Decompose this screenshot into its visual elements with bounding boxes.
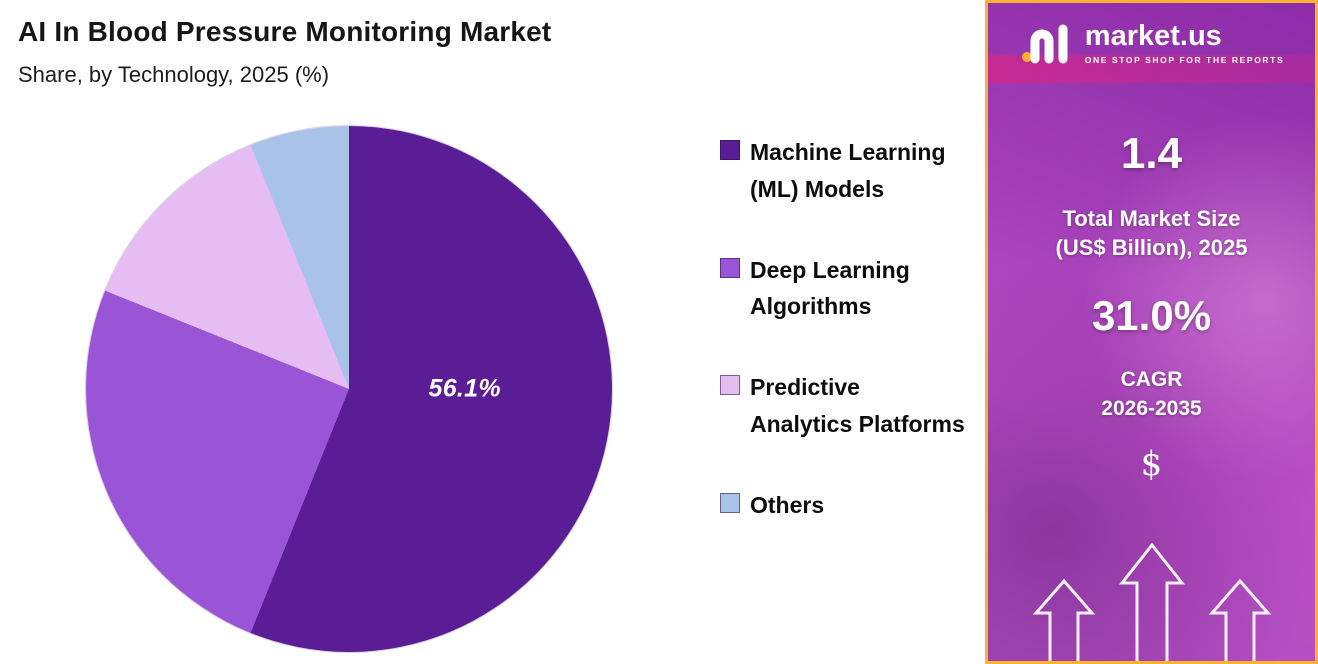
legend-swatch-predictive-analytics <box>720 375 740 396</box>
pie-chart: 56.1% <box>86 126 612 652</box>
legend-label: Others <box>750 491 825 518</box>
legend-swatch-deep-learning <box>720 257 740 278</box>
market-size-label-line2: (US$ Billion), 2025 <box>1055 234 1248 260</box>
cagr-label-line2: 2026-2035 <box>1101 396 1202 420</box>
sidebar-content: market.us ONE STOP SHOP FOR THE REPORTS … <box>988 3 1315 661</box>
background-band <box>988 55 1315 83</box>
legend-swatch-machine-learning <box>720 140 740 160</box>
legend-item-others: Others <box>720 487 970 524</box>
cagr-label: CAGR 2026-2035 <box>1101 366 1201 423</box>
market-size-label-line1: Total Market Size <box>1062 206 1241 231</box>
market-us-logo-icon <box>1021 24 1068 64</box>
legend-label: Predictive Analytics Platforms <box>750 374 965 437</box>
legend-item-predictive-analytics: Predictive Analytics Platforms <box>720 369 970 443</box>
brand-tagline: ONE STOP SHOP FOR THE REPORTS <box>1084 54 1285 65</box>
brand-name: market.us <box>1084 20 1222 53</box>
cagr-value: 31.0% <box>1091 292 1212 340</box>
page-title: AI In Blood Pressure Monitoring Market <box>18 16 552 47</box>
brand-sidebar: market.us ONE STOP SHOP FOR THE REPORTS … <box>985 0 1318 664</box>
legend-label: Deep Learning Algorithms <box>750 256 910 320</box>
dollar-sign: $ <box>1140 443 1163 484</box>
pie-slice-label: 56.1% <box>428 374 501 403</box>
cagr-label-line1: CAGR <box>1120 368 1183 392</box>
legend-label: Machine Learning (ML) Models <box>750 139 946 202</box>
market-size-label: Total Market Size (US$ Billion), 2025 <box>1056 205 1248 262</box>
legend-swatch-others <box>720 492 740 513</box>
market-size-value: 1.4 <box>1120 129 1183 178</box>
brand-text-block: market.us ONE STOP SHOP FOR THE REPORTS <box>1084 20 1285 65</box>
growth-arrows-icon <box>1032 543 1271 661</box>
market-us-logo: market.us ONE STOP SHOP FOR THE REPORTS <box>1019 19 1284 67</box>
chart-subtitle: Share, by Technology, 2025 (%) <box>18 62 330 87</box>
legend-item-machine-learning: Machine Learning (ML) Models <box>720 134 970 208</box>
legend-item-deep-learning: Deep Learning Algorithms <box>720 252 970 326</box>
chart-area: AI In Blood Pressure Monitoring Market S… <box>18 16 970 652</box>
chart-legend: Machine Learning (ML) Models Deep Learni… <box>720 134 970 568</box>
